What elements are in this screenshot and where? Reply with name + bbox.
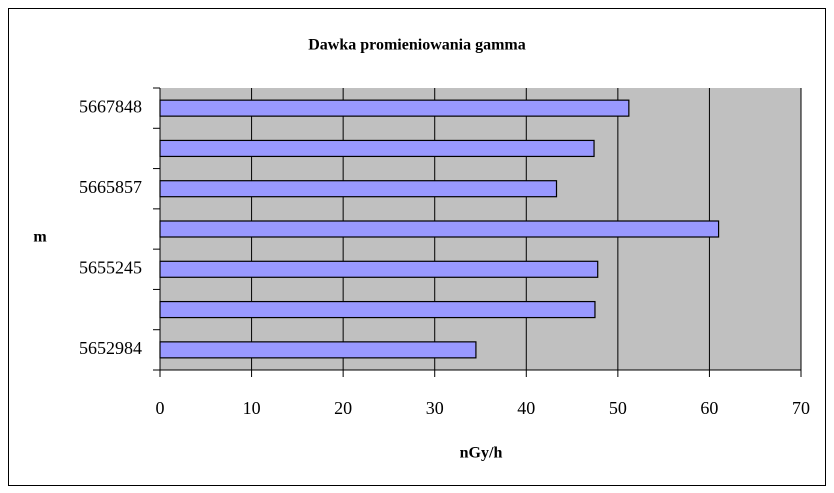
x-tick-label: 0 <box>156 398 165 418</box>
bar <box>159 180 558 198</box>
x-axis-label: nGy/h <box>460 445 503 462</box>
bar <box>159 300 596 319</box>
bar <box>159 99 630 117</box>
x-tick-label: 30 <box>426 398 444 418</box>
x-tick-label: 40 <box>517 398 535 418</box>
bar <box>159 260 599 278</box>
y-tick-label: 5655245 <box>79 257 142 277</box>
bar <box>159 341 477 359</box>
x-tick-label: 70 <box>792 398 810 418</box>
bar <box>159 220 720 238</box>
y-tick-label: 5652984 <box>79 338 142 358</box>
bar <box>159 139 595 158</box>
x-tick-label: 60 <box>700 398 718 418</box>
x-tick-label: 20 <box>334 398 352 418</box>
chart-title: Dawka promieniowania gamma <box>308 37 526 54</box>
x-tick-label: 50 <box>609 398 627 418</box>
x-tick-label: 10 <box>243 398 261 418</box>
y-tick-label: 5667848 <box>79 96 142 116</box>
y-axis-label: m <box>33 229 47 246</box>
y-tick-label: 5665857 <box>79 177 142 197</box>
